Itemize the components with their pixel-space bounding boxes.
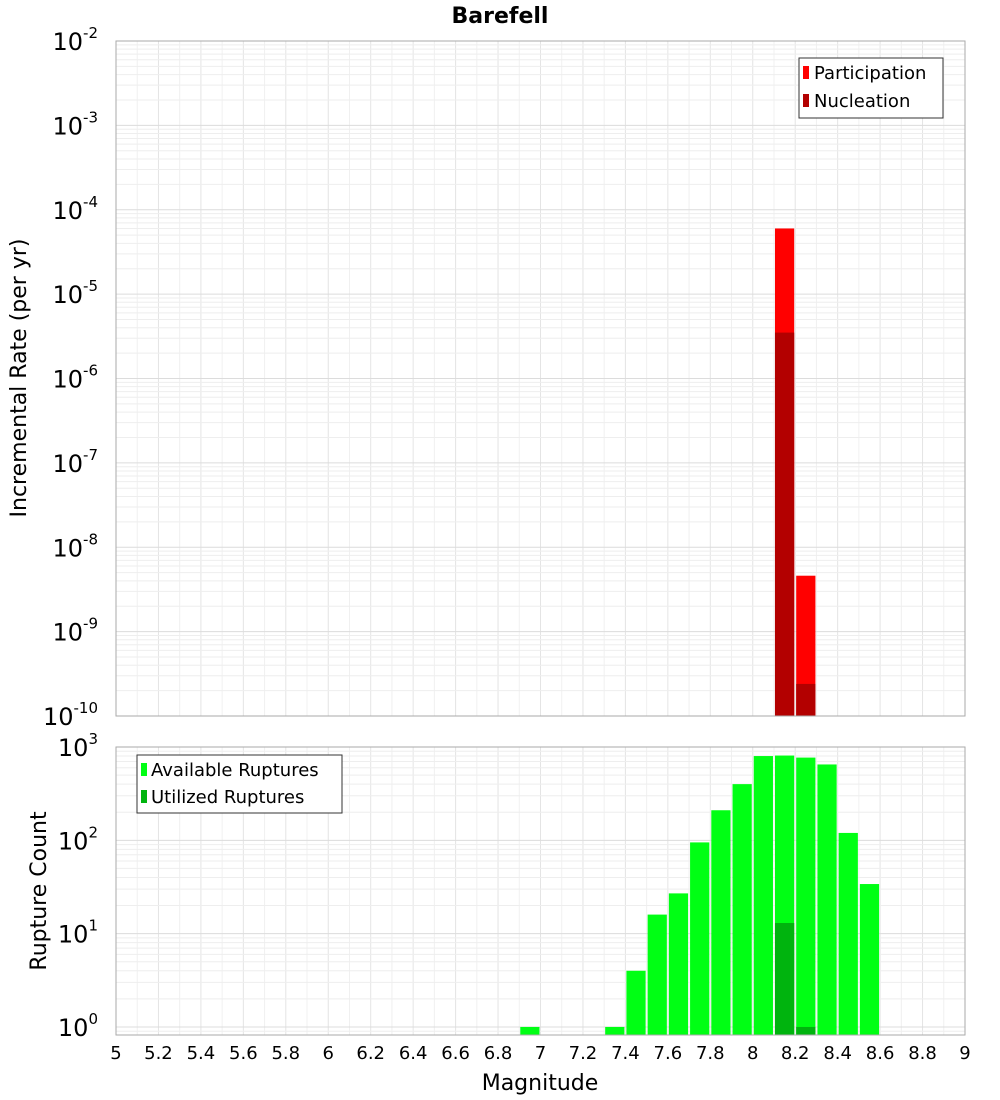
count-available-ruptures-bar bbox=[605, 1026, 625, 1035]
count-panel: 100 101 102 103 Rupture Count Available Rup… bbox=[27, 730, 966, 1042]
rate-gridlines bbox=[116, 40, 965, 717]
count-plot-border bbox=[115, 746, 966, 1036]
count-available-ruptures-bar bbox=[626, 970, 646, 1035]
x-tick-label: 6 bbox=[323, 1043, 334, 1064]
count-y-tick-label: 103 bbox=[58, 730, 98, 762]
available-legend-swatch bbox=[141, 763, 147, 776]
count-y-tick-label: 101 bbox=[58, 917, 98, 949]
count-legend: Available Ruptures Utilized Ruptures bbox=[136, 754, 343, 814]
x-tick-label: 5.4 bbox=[187, 1043, 216, 1064]
rate-plot-border bbox=[115, 40, 966, 717]
rate-y-tick-labels: 10-10 10-9 10-8 10-7 10-6 10-5 10-4 10-3 10-2 bbox=[43, 24, 98, 731]
x-tick-label: 6.2 bbox=[356, 1043, 385, 1064]
x-tick-label: 7.8 bbox=[696, 1043, 725, 1064]
x-axis-label: Magnitude bbox=[482, 1071, 599, 1096]
x-tick-label: 8.6 bbox=[866, 1043, 895, 1064]
count-available-ruptures-bar bbox=[711, 810, 731, 1035]
count-available-ruptures-bar bbox=[796, 757, 816, 1035]
x-tick-label: 8.8 bbox=[908, 1043, 937, 1064]
x-tick-label: 6.4 bbox=[399, 1043, 428, 1064]
count-available-ruptures-bar bbox=[859, 884, 880, 1035]
count-y-tick-label: 100 bbox=[58, 1010, 98, 1042]
chart-title: Barefell bbox=[452, 4, 549, 29]
rate-panel: 10-10 10-9 10-8 10-7 10-6 10-5 10-4 10-3 10-2 In… bbox=[7, 24, 966, 731]
rate-y-tick-label: 10-4 bbox=[52, 193, 98, 225]
count-utilized-ruptures-bar bbox=[774, 923, 795, 1035]
x-tick-label: 7.6 bbox=[654, 1043, 683, 1064]
rate-y-tick-label: 10-3 bbox=[52, 108, 98, 140]
x-tick-label: 5 bbox=[110, 1043, 121, 1064]
count-available-ruptures-bar bbox=[817, 764, 837, 1035]
x-tick-label: 7.2 bbox=[569, 1043, 598, 1064]
utilized-legend-swatch bbox=[141, 790, 147, 803]
rate-y-tick-label: 10-5 bbox=[52, 277, 98, 309]
participation-legend-swatch bbox=[803, 66, 809, 79]
participation-legend-label: Participation bbox=[814, 63, 926, 84]
count-available-ruptures-bar bbox=[647, 914, 667, 1035]
count-y-tick-label: 102 bbox=[58, 823, 98, 855]
count-available-ruptures-bar bbox=[520, 1026, 540, 1035]
rate-y-tick-label: 10-9 bbox=[52, 615, 98, 647]
count-available-ruptures-bar bbox=[690, 842, 710, 1035]
rate-y-tick-label: 10-10 bbox=[43, 699, 98, 731]
nucleation-legend-swatch bbox=[803, 94, 809, 107]
count-available-ruptures-bar bbox=[753, 756, 773, 1035]
rate-y-tick-label: 10-7 bbox=[52, 446, 98, 478]
rate-y-tick-label: 10-2 bbox=[52, 24, 98, 56]
count-legend-box bbox=[136, 754, 343, 814]
x-tick-label: 6.8 bbox=[484, 1043, 513, 1064]
count-available-ruptures-bar bbox=[668, 893, 689, 1035]
rate-y-tick-label: 10-8 bbox=[52, 530, 98, 562]
rate-y-tick-label: 10-6 bbox=[52, 362, 98, 394]
rate-bars bbox=[774, 228, 816, 716]
available-legend-label: Available Ruptures bbox=[151, 760, 319, 781]
x-tick-label: 5.6 bbox=[229, 1043, 258, 1064]
utilized-legend-label: Utilized Ruptures bbox=[151, 787, 304, 808]
x-tick-label: 6.6 bbox=[441, 1043, 470, 1064]
count-utilized-ruptures-bar bbox=[796, 1026, 816, 1035]
x-tick-label: 8.4 bbox=[823, 1043, 852, 1064]
nucleation-legend-label: Nucleation bbox=[814, 91, 910, 112]
rate-nucleation-bar bbox=[774, 332, 795, 716]
rate-legend-box bbox=[798, 57, 944, 119]
count-y-axis-label: Rupture Count bbox=[27, 811, 52, 971]
x-tick-label: 5.2 bbox=[144, 1043, 173, 1064]
rate-y-axis-label: Incremental Rate (per yr) bbox=[7, 239, 32, 518]
count-bars bbox=[520, 755, 880, 1035]
count-available-ruptures-bar bbox=[732, 784, 752, 1035]
rate-legend: Participation Nucleation bbox=[798, 57, 944, 119]
rate-nucleation-bar bbox=[796, 683, 816, 716]
count-y-tick-labels: 100 101 102 103 bbox=[58, 730, 98, 1042]
count-available-ruptures-bar bbox=[838, 832, 858, 1035]
x-tick-labels: 5 5.2 5.4 5.6 5.8 6 6.2 6.4 6.6 6.8 7 7.2 7.4 7.6 7.8 8… bbox=[110, 1043, 970, 1064]
x-tick-label: 8 bbox=[747, 1043, 758, 1064]
x-tick-label: 5.8 bbox=[271, 1043, 300, 1064]
rate-participation-bar bbox=[796, 575, 816, 716]
x-tick-label: 7.4 bbox=[611, 1043, 640, 1064]
x-tick-label: 9 bbox=[959, 1043, 970, 1064]
x-tick-label: 7 bbox=[535, 1043, 546, 1064]
x-tick-label: 8.2 bbox=[781, 1043, 810, 1064]
